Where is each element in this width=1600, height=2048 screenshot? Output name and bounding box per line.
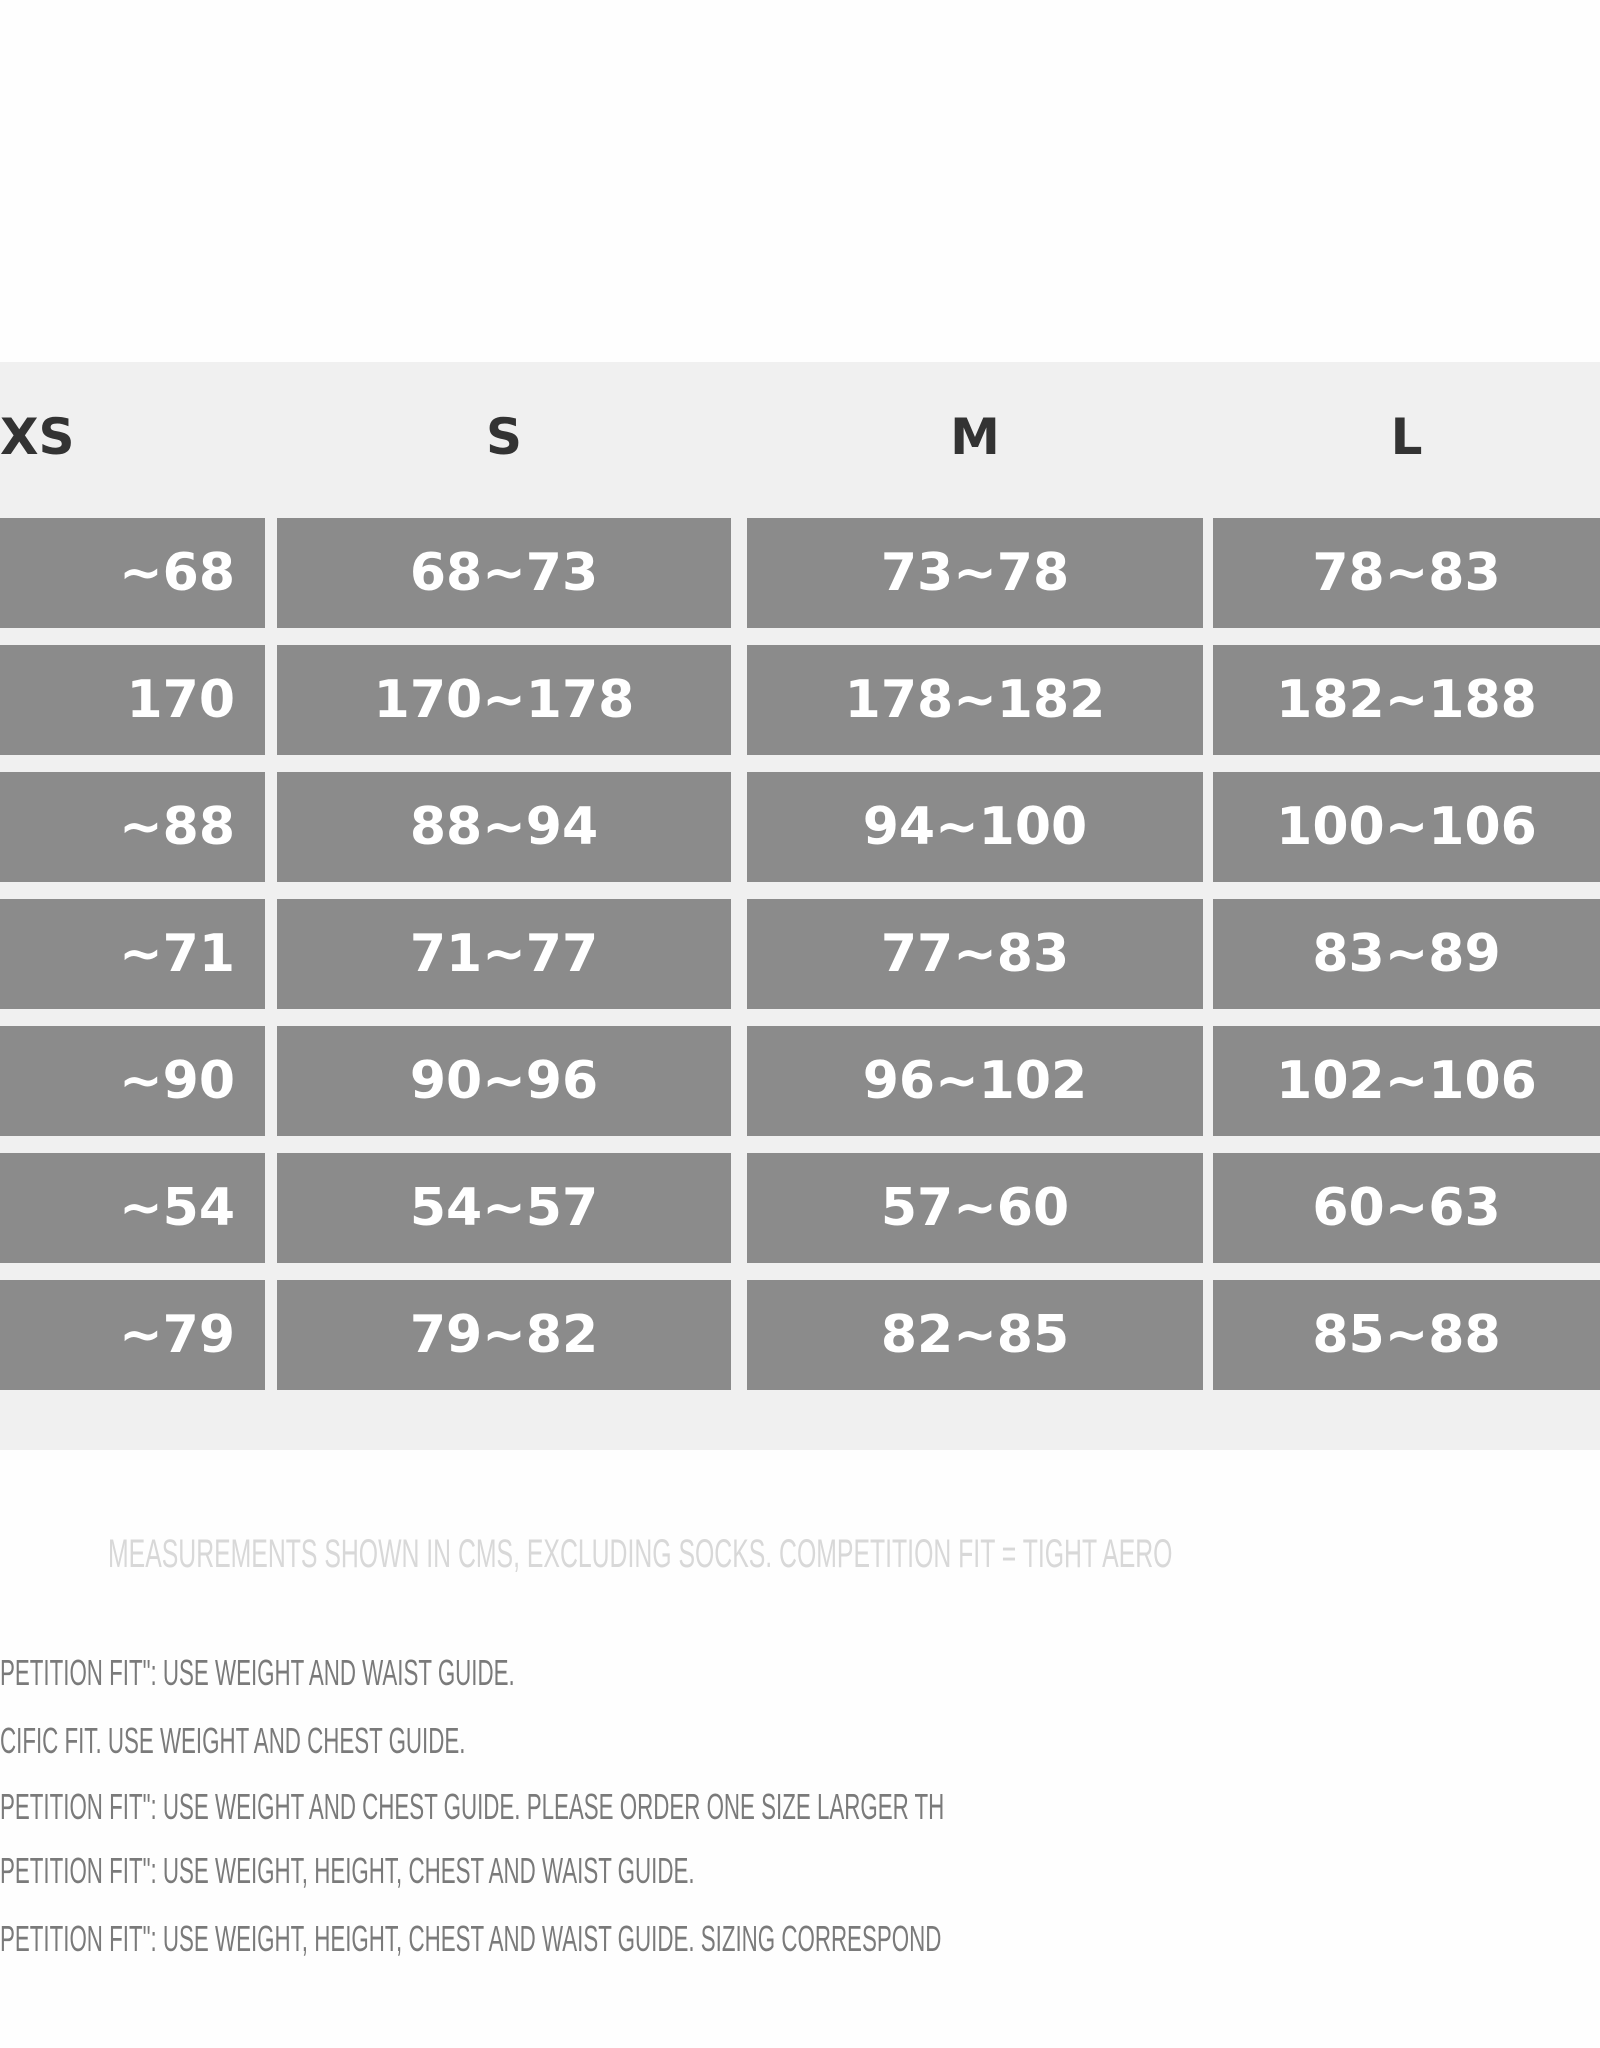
cell-value: 71~77 [409,924,599,984]
cell-value: ~71 [119,924,235,984]
table-cell: 73~78 [747,518,1203,628]
header-l: L [1390,408,1423,466]
cell-value: 68~73 [409,543,599,603]
cell-value: 100~106 [1276,797,1537,857]
header-xs: XS [0,408,75,466]
cell-value: ~68 [119,543,235,603]
table-cell: 83~89 [1213,899,1600,1009]
cell-value: 178~182 [844,670,1106,730]
fit-note: PETITION FIT": USE WEIGHT, HEIGHT, CHEST… [0,1850,695,1891]
header-s: S [485,408,522,466]
table-cell: 77~83 [747,899,1203,1009]
table-cell: ~68 [0,518,265,628]
table-cell: 78~83 [1213,518,1600,628]
cell-value: 170~178 [373,670,635,730]
fit-note: PETITION FIT": USE WEIGHT AND CHEST GUID… [0,1786,945,1827]
cell-value: 82~85 [880,1305,1070,1365]
fit-note: PETITION FIT": USE WEIGHT AND WAIST GUID… [0,1652,515,1693]
table-cell: ~54 [0,1153,265,1263]
table-cell: 60~63 [1213,1153,1600,1263]
table-cell: ~88 [0,772,265,882]
table-cell: 54~57 [277,1153,731,1263]
table-cell: 68~73 [277,518,731,628]
table-cell: 71~77 [277,899,731,1009]
table-cell: ~90 [0,1026,265,1136]
cell-value: ~90 [119,1051,235,1111]
table-cell: 57~60 [747,1153,1203,1263]
cell-value: 182~188 [1276,670,1537,730]
table-cell: 100~106 [1213,772,1600,882]
table-cell: 88~94 [277,772,731,882]
cell-value: 102~106 [1276,1051,1537,1111]
table-cell: 85~88 [1213,1280,1600,1390]
fit-note: PETITION FIT": USE WEIGHT, HEIGHT, CHEST… [0,1918,942,1959]
cell-value: 170 [126,670,235,730]
cell-value: 85~88 [1312,1305,1501,1365]
table-cell: 79~82 [277,1280,731,1390]
table-cell: ~79 [0,1280,265,1390]
table-cell: 96~102 [747,1026,1203,1136]
cell-value: 78~83 [1312,543,1501,603]
cell-value: 90~96 [409,1051,599,1111]
cell-value: 73~78 [880,543,1070,603]
cell-value: 94~100 [862,797,1088,857]
table-cell: 170 [0,645,265,755]
fit-note: CIFIC FIT. USE WEIGHT AND CHEST GUIDE. [0,1720,466,1761]
table-cell: 102~106 [1213,1026,1600,1136]
cell-value: ~79 [119,1305,235,1365]
measurement-caption: MEASUREMENTS SHOWN IN CMS, EXCLUDING SOC… [108,1532,1173,1576]
table-cell: 82~85 [747,1280,1203,1390]
cell-value: 79~82 [409,1305,599,1365]
cell-value: ~88 [119,797,235,857]
cell-value: ~54 [119,1178,235,1238]
cell-value: 83~89 [1312,924,1501,984]
table-cell: 170~178 [277,645,731,755]
cell-value: 77~83 [880,924,1070,984]
table-cell: 182~188 [1213,645,1600,755]
cell-value: 96~102 [862,1051,1088,1111]
cell-value: 88~94 [409,797,599,857]
cell-value: 57~60 [880,1178,1070,1238]
cell-value: 54~57 [409,1178,599,1238]
cell-value: 60~63 [1312,1178,1501,1238]
table-cell: 90~96 [277,1026,731,1136]
header-m: M [950,408,1000,466]
table-cell: 94~100 [747,772,1203,882]
table-cell: 178~182 [747,645,1203,755]
table-cell: ~71 [0,899,265,1009]
